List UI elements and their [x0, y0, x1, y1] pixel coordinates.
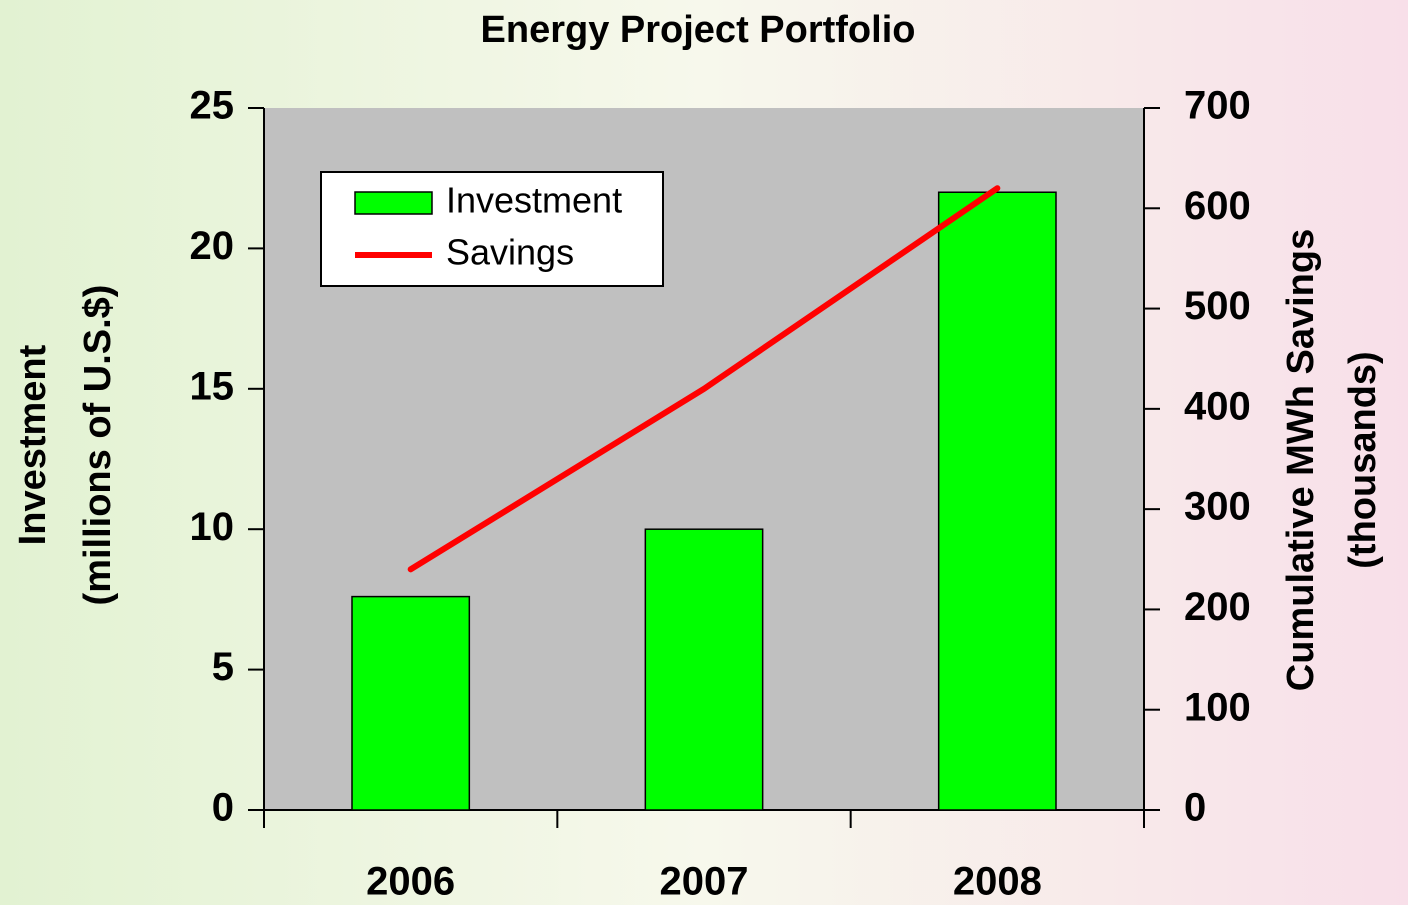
- y-tick-label: 0: [212, 786, 234, 830]
- y2-tick-label: 500: [1184, 284, 1251, 328]
- bar: [937, 191, 1057, 811]
- y-tick-label: 20: [190, 224, 235, 268]
- y2-tick-label: 400: [1184, 384, 1251, 428]
- y2-tick-label: 0: [1184, 786, 1206, 830]
- y2-tick-label: 100: [1184, 685, 1251, 729]
- axis-label: (thousands): [1342, 351, 1384, 568]
- bar: [644, 528, 764, 811]
- y-tick-label: 25: [190, 84, 235, 128]
- x-tick-label: 2008: [953, 860, 1042, 904]
- x-tick-label: 2007: [660, 860, 749, 904]
- x-tick-label: 2006: [366, 860, 455, 904]
- chart-title: Energy Project Portfolio: [481, 9, 916, 51]
- legend-swatch: [354, 191, 433, 215]
- line: [407, 185, 1001, 573]
- legend-label: Investment: [446, 180, 622, 221]
- y-tick-label: 5: [212, 645, 234, 689]
- y-tick-label: 10: [190, 505, 235, 549]
- axis-label: Investment: [12, 344, 54, 545]
- legend-box: [320, 171, 664, 287]
- axis-label: Cumulative MWh Savings: [1280, 229, 1322, 691]
- axis-label: (millions of U.S.$): [77, 285, 119, 606]
- legend-label: Savings: [446, 232, 574, 273]
- y2-tick-label: 700: [1184, 84, 1251, 128]
- y2-tick-label: 600: [1184, 184, 1251, 228]
- y-tick-label: 15: [190, 364, 235, 408]
- bar: [351, 595, 471, 811]
- y2-tick-label: 300: [1184, 485, 1251, 529]
- y2-tick-label: 200: [1184, 585, 1251, 629]
